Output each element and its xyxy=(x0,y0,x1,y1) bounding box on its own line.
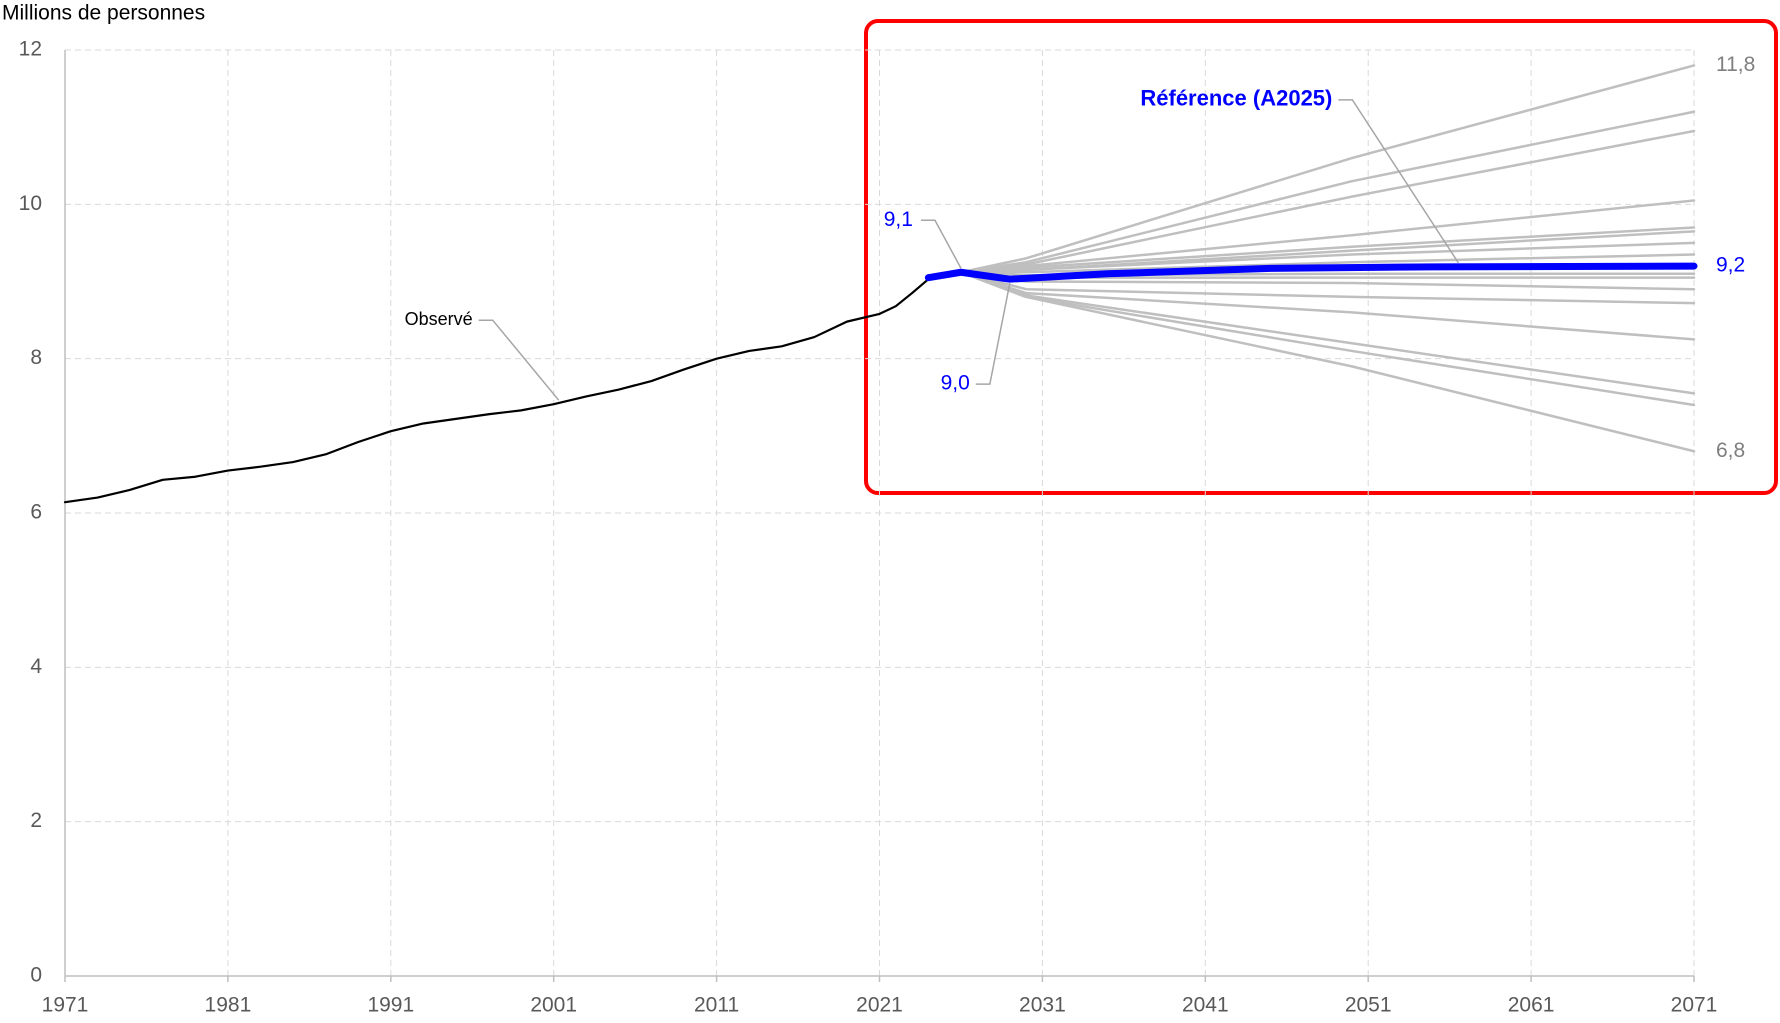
leader-line xyxy=(920,219,962,269)
value-label: 9,0 xyxy=(941,372,970,395)
y-tick-label: 2 xyxy=(30,809,42,832)
x-tick-label: 2021 xyxy=(856,994,903,1017)
x-tick-label: 2061 xyxy=(1508,994,1555,1017)
leader-line xyxy=(975,283,1011,385)
leader-line xyxy=(1338,99,1459,264)
x-tick-label: 2031 xyxy=(1019,994,1066,1017)
x-tick-label: 1981 xyxy=(205,994,252,1017)
y-tick-label: 6 xyxy=(30,501,42,524)
series-line xyxy=(959,270,1696,453)
y-tick-label: 10 xyxy=(19,192,42,215)
x-tick-label: 1991 xyxy=(367,994,414,1017)
series-line xyxy=(959,64,1696,274)
x-tick-label: 2051 xyxy=(1345,994,1392,1017)
series-line xyxy=(959,270,1696,305)
value-label: 11,8 xyxy=(1716,53,1755,76)
x-tick-label: 2071 xyxy=(1671,994,1718,1017)
value-label: 9,1 xyxy=(884,208,913,231)
series-label: Observé xyxy=(405,309,473,329)
y-tick-label: 12 xyxy=(19,38,42,61)
leader-line xyxy=(478,319,560,401)
y-tick-label: 4 xyxy=(30,655,42,678)
x-tick-label: 2011 xyxy=(694,994,739,1017)
series-label: Référence (A2025) xyxy=(1140,86,1332,111)
x-tick-label: 2001 xyxy=(530,994,577,1017)
y-tick-label: 8 xyxy=(30,346,42,369)
y-tick-label: 0 xyxy=(30,964,42,987)
y-axis-label: Millions de personnes xyxy=(2,2,205,25)
series-line xyxy=(924,262,1698,283)
value-label: 9,2 xyxy=(1716,254,1745,277)
value-label: 6,8 xyxy=(1716,439,1745,462)
x-tick-label: 2041 xyxy=(1182,994,1229,1017)
x-tick-label: 1971 xyxy=(42,994,89,1017)
series-line xyxy=(63,272,946,504)
series-line xyxy=(959,253,1696,274)
highlight-box xyxy=(864,19,1778,495)
